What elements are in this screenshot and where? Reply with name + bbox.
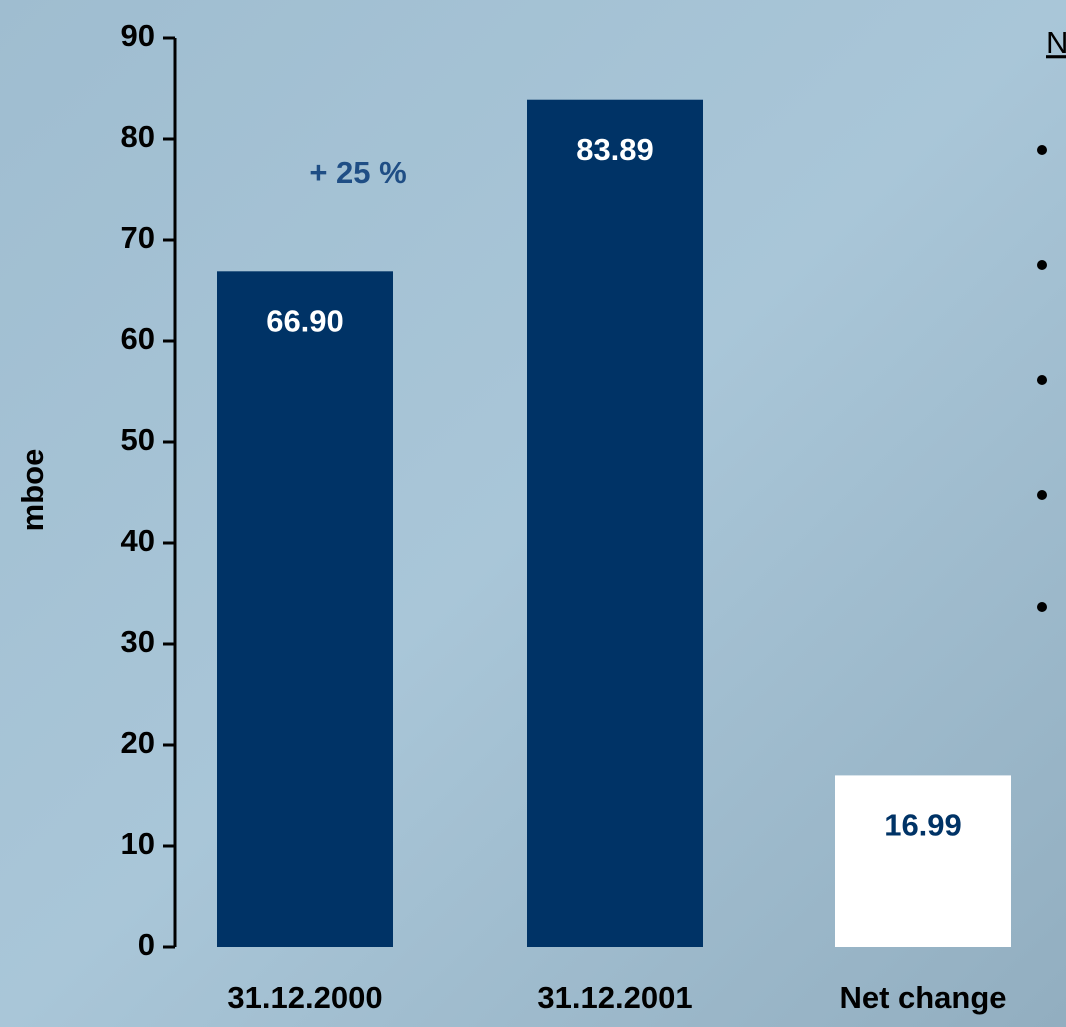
y-tick-label: 0: [138, 927, 155, 962]
value-label: 16.99: [884, 808, 962, 843]
bar: [217, 271, 393, 947]
y-tick-label: 40: [121, 523, 155, 558]
value-label: 66.90: [266, 303, 344, 338]
y-tick-label: 30: [121, 624, 155, 659]
y-tick-label: 70: [121, 220, 155, 255]
side-heading: N: [1046, 25, 1066, 60]
annotation: + 25 %: [309, 155, 406, 190]
y-tick-label: 60: [121, 321, 155, 356]
y-axis-label: mboe: [15, 449, 50, 532]
side-bullets: [1037, 145, 1047, 612]
y-tick-label: 90: [121, 18, 155, 53]
y-tick-label: 80: [121, 119, 155, 154]
y-tick-label: 10: [121, 826, 155, 861]
bar: [835, 775, 1011, 947]
y-tick-label: 20: [121, 725, 155, 760]
x-tick-label: Net change: [839, 980, 1006, 1015]
bar: [527, 99, 703, 947]
y-tick-label: 50: [121, 422, 155, 457]
x-tick-label: 31.12.2000: [227, 980, 382, 1015]
x-tick-label: 31.12.2001: [537, 980, 692, 1015]
value-label: 83.89: [576, 132, 654, 167]
